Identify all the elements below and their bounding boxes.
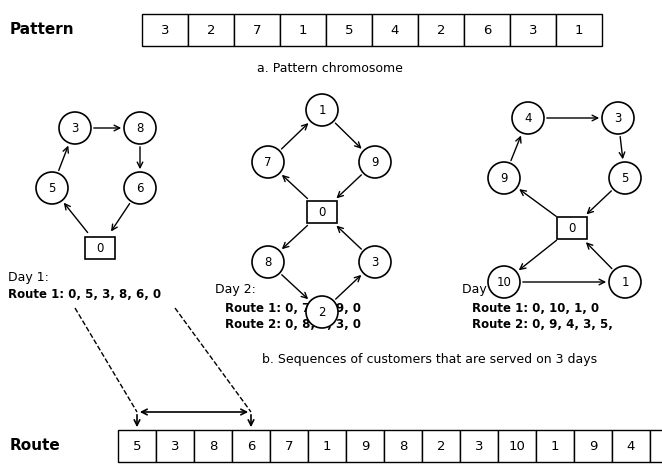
- Text: 9: 9: [589, 439, 597, 453]
- Circle shape: [609, 162, 641, 194]
- Text: a. Pattern chromosome: a. Pattern chromosome: [257, 61, 403, 75]
- Text: 1: 1: [621, 276, 629, 288]
- Text: 5: 5: [133, 439, 141, 453]
- Bar: [142, 14, 188, 46]
- Text: 1: 1: [551, 439, 559, 453]
- Text: 9: 9: [500, 171, 508, 185]
- Circle shape: [252, 246, 284, 278]
- Circle shape: [359, 146, 391, 178]
- Bar: [574, 430, 612, 462]
- Bar: [270, 430, 308, 462]
- Bar: [612, 430, 650, 462]
- Bar: [156, 430, 194, 462]
- Bar: [536, 430, 574, 462]
- Text: 1: 1: [323, 439, 331, 453]
- Text: Day 3:: Day 3:: [462, 284, 503, 296]
- Text: 9: 9: [371, 155, 379, 169]
- Text: 2: 2: [318, 305, 326, 319]
- Bar: [346, 430, 384, 462]
- Text: 0: 0: [568, 221, 576, 235]
- Bar: [188, 14, 234, 46]
- Circle shape: [124, 172, 156, 204]
- Text: 2: 2: [437, 439, 446, 453]
- Circle shape: [306, 296, 338, 328]
- Bar: [308, 430, 346, 462]
- Text: 5: 5: [345, 24, 354, 36]
- Text: Day 1:: Day 1:: [8, 271, 49, 285]
- Text: b. Sequences of customers that are served on 3 days: b. Sequences of customers that are serve…: [262, 354, 598, 366]
- Circle shape: [124, 112, 156, 144]
- Bar: [556, 14, 602, 46]
- Text: Day 2:: Day 2:: [215, 284, 256, 296]
- Bar: [464, 14, 510, 46]
- Text: Route 1: 0, 7, 1, 9, 0: Route 1: 0, 7, 1, 9, 0: [225, 302, 361, 314]
- Bar: [232, 430, 270, 462]
- Text: 5: 5: [48, 182, 56, 194]
- Circle shape: [36, 172, 68, 204]
- Bar: [418, 14, 464, 46]
- Bar: [234, 14, 280, 46]
- Text: 6: 6: [136, 182, 144, 194]
- Bar: [118, 430, 156, 462]
- Bar: [372, 14, 418, 46]
- Circle shape: [488, 162, 520, 194]
- Text: 1: 1: [575, 24, 583, 36]
- Text: 3: 3: [614, 111, 622, 125]
- Circle shape: [488, 266, 520, 298]
- Circle shape: [512, 102, 544, 134]
- Circle shape: [609, 266, 641, 298]
- Circle shape: [252, 146, 284, 178]
- Text: 3: 3: [71, 121, 79, 135]
- Text: 8: 8: [136, 121, 144, 135]
- Text: Route 2: 0, 8, 2, 3, 0: Route 2: 0, 8, 2, 3, 0: [225, 319, 361, 331]
- Bar: [650, 430, 662, 462]
- Bar: [85, 237, 115, 259]
- Text: 3: 3: [475, 439, 483, 453]
- Text: 8: 8: [399, 439, 407, 453]
- Circle shape: [359, 246, 391, 278]
- Text: 1: 1: [318, 103, 326, 117]
- Text: 4: 4: [627, 439, 635, 453]
- Text: 4: 4: [391, 24, 399, 36]
- Text: 0: 0: [96, 242, 104, 254]
- Text: 4: 4: [524, 111, 532, 125]
- Text: Route 1: 0, 10, 1, 0: Route 1: 0, 10, 1, 0: [472, 302, 599, 314]
- Bar: [498, 430, 536, 462]
- Text: 3: 3: [371, 255, 379, 269]
- Bar: [510, 14, 556, 46]
- Text: 0: 0: [318, 205, 326, 219]
- Circle shape: [306, 94, 338, 126]
- Text: Pattern: Pattern: [10, 23, 75, 37]
- Bar: [280, 14, 326, 46]
- Text: 10: 10: [496, 276, 512, 288]
- Circle shape: [602, 102, 634, 134]
- Text: 2: 2: [437, 24, 446, 36]
- Text: 9: 9: [361, 439, 369, 453]
- Bar: [422, 430, 460, 462]
- Bar: [460, 430, 498, 462]
- Text: 3: 3: [161, 24, 169, 36]
- Text: 5: 5: [622, 171, 629, 185]
- Text: Route 1: 0, 5, 3, 8, 6, 0: Route 1: 0, 5, 3, 8, 6, 0: [8, 288, 161, 302]
- Text: 6: 6: [247, 439, 255, 453]
- Text: 7: 7: [264, 155, 271, 169]
- Bar: [384, 430, 422, 462]
- Text: Route 2: 0, 9, 4, 3, 5,: Route 2: 0, 9, 4, 3, 5,: [472, 319, 613, 331]
- Text: 7: 7: [285, 439, 293, 453]
- Text: 2: 2: [207, 24, 215, 36]
- Bar: [326, 14, 372, 46]
- Bar: [194, 430, 232, 462]
- Text: 3: 3: [529, 24, 538, 36]
- Text: 10: 10: [508, 439, 526, 453]
- Text: 8: 8: [209, 439, 217, 453]
- Text: 7: 7: [253, 24, 261, 36]
- Text: 8: 8: [264, 255, 271, 269]
- Text: 3: 3: [171, 439, 179, 453]
- Text: Route: Route: [10, 438, 61, 454]
- Text: 6: 6: [483, 24, 491, 36]
- Circle shape: [59, 112, 91, 144]
- Bar: [307, 201, 337, 223]
- Text: 1: 1: [299, 24, 307, 36]
- Bar: [557, 217, 587, 239]
